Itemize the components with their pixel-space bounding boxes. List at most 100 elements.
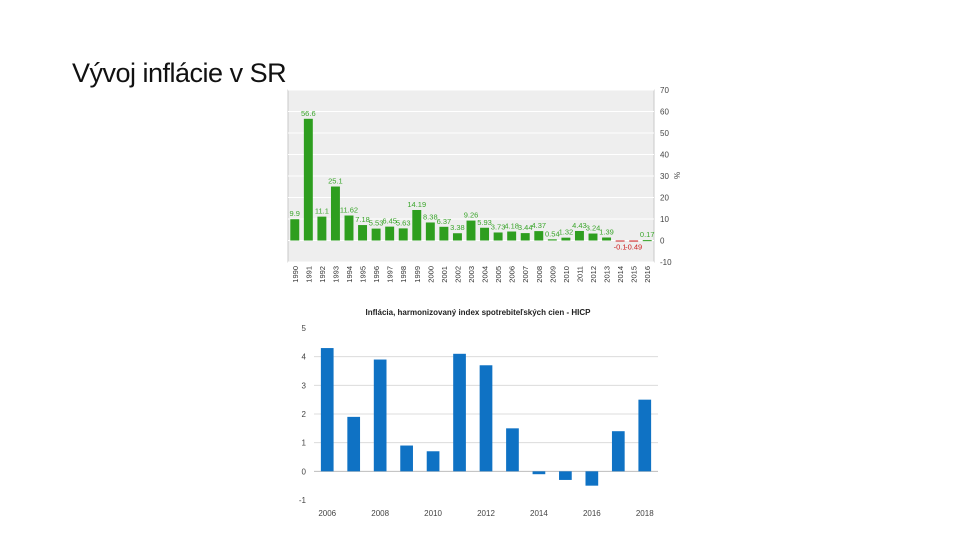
bar	[615, 240, 625, 242]
bar	[330, 186, 340, 241]
x-tick-label: 1995	[359, 266, 368, 283]
data-label: 0.17	[640, 230, 655, 239]
y-tick-label: 50	[660, 129, 669, 138]
bar	[317, 216, 327, 241]
data-label: 5.63	[396, 218, 411, 227]
hicp-inflation-chart: Inflácia, harmonizovaný index spotrebite…	[288, 302, 662, 524]
bar	[466, 220, 476, 241]
x-tick-label: 2016	[643, 266, 652, 283]
x-tick-label: 1994	[345, 266, 354, 283]
bar	[303, 118, 313, 241]
x-tick-label: 2016	[583, 509, 601, 518]
data-label: 3.38	[450, 223, 465, 232]
data-label: 14.19	[407, 200, 426, 209]
data-label: 1.39	[599, 228, 614, 237]
y-tick-label: 70	[660, 86, 669, 95]
bar	[588, 233, 598, 241]
x-tick-label: 2015	[630, 266, 639, 283]
data-label: 6.45	[382, 217, 397, 226]
x-tick-label: 2009	[548, 266, 557, 283]
x-tick-label: 1993	[331, 266, 340, 283]
bar	[385, 226, 395, 241]
x-tick-label: 1997	[386, 266, 395, 283]
x-tick-label: 2014	[530, 509, 548, 518]
bar	[412, 209, 422, 241]
annual-inflation-chart: 70 60 50 40 30 20 10 0 -10% 9.9 1990 56.6 1991 11.1 19…	[276, 82, 696, 288]
x-tick-label: 2001	[440, 266, 449, 283]
y-tick-label: 20	[660, 194, 669, 203]
data-label: 4.18	[504, 222, 519, 231]
bar	[561, 237, 571, 241]
x-tick-label: 2012	[477, 509, 495, 518]
chart-title: Inflácia, harmonizovaný index spotrebite…	[366, 308, 592, 317]
y-tick-label: 2	[302, 410, 307, 419]
bar	[453, 353, 466, 472]
bar	[480, 227, 490, 241]
data-label: 9.26	[464, 211, 479, 220]
y-tick-label: 3	[302, 381, 307, 390]
data-label: 7.18	[355, 215, 370, 224]
bar	[373, 359, 387, 472]
x-tick-label: 2014	[616, 266, 625, 283]
annual-inflation-svg: 706050403020100-10%9.9199056.6199111.119…	[287, 86, 682, 283]
bar	[547, 239, 557, 241]
bar	[602, 237, 612, 241]
x-tick-label: 2011	[575, 266, 584, 282]
x-tick-label: 2005	[494, 266, 503, 283]
x-tick-label: 2013	[603, 266, 612, 283]
y-tick-label: 10	[660, 215, 669, 224]
data-label: 3.44	[518, 223, 533, 232]
bar	[400, 445, 413, 472]
bar	[426, 451, 440, 472]
data-label: 11.1	[315, 207, 329, 216]
x-tick-label: 2008	[535, 266, 544, 283]
x-tick-label: 2003	[467, 266, 476, 283]
data-label: 3.24	[586, 224, 601, 233]
bar	[371, 228, 381, 241]
data-label: 6.37	[437, 217, 452, 226]
x-tick-label: 1996	[372, 266, 381, 283]
y-tick-label: 60	[660, 108, 669, 117]
data-label: 9.9	[290, 209, 300, 218]
data-label: 25.1	[328, 177, 343, 186]
bar	[520, 233, 530, 241]
x-tick-label: 1991	[304, 266, 313, 283]
bar	[493, 232, 503, 241]
y-tick-label: 40	[660, 151, 669, 160]
data-label: 3.73	[491, 222, 506, 231]
data-label: 8.38	[423, 212, 438, 221]
bar	[344, 215, 354, 241]
slide-title: Vývoj inflácie v SR	[72, 58, 287, 88]
x-tick-label: 1999	[413, 266, 422, 283]
bar	[638, 399, 652, 472]
x-tick-label: 2006	[508, 266, 517, 283]
data-label: 4.37	[531, 221, 546, 230]
bar	[347, 416, 361, 472]
x-tick-label: 2018	[636, 509, 654, 518]
data-label: 1.32	[559, 228, 574, 237]
data-label: 56.6	[301, 109, 316, 118]
x-tick-label: 1992	[318, 266, 327, 283]
x-tick-label: 2000	[426, 266, 435, 283]
bar	[358, 225, 368, 241]
bar	[320, 348, 334, 472]
y-tick-label: 30	[660, 172, 669, 181]
data-label: -0.49	[625, 243, 642, 252]
data-label: 5.93	[477, 218, 492, 227]
data-label: 5.53	[369, 219, 384, 228]
hicp-inflation-svg: Inflácia, harmonizovaný index spotrebite…	[299, 308, 658, 518]
bar	[398, 228, 408, 241]
x-tick-label: 2007	[521, 266, 530, 283]
x-tick-label: 1990	[291, 266, 300, 283]
data-label: 4.43	[572, 221, 587, 230]
y-tick-label: 0	[302, 467, 307, 476]
bar	[425, 222, 435, 241]
data-label: -0.1	[614, 243, 627, 252]
y-tick-label: 5	[302, 324, 307, 333]
data-label: 11.62	[340, 206, 358, 215]
y-tick-label: 4	[302, 353, 307, 362]
x-tick-label: 2012	[589, 266, 598, 283]
x-tick-label: 2004	[481, 266, 490, 283]
bar	[611, 431, 625, 472]
x-tick-label: 2010	[424, 509, 442, 518]
